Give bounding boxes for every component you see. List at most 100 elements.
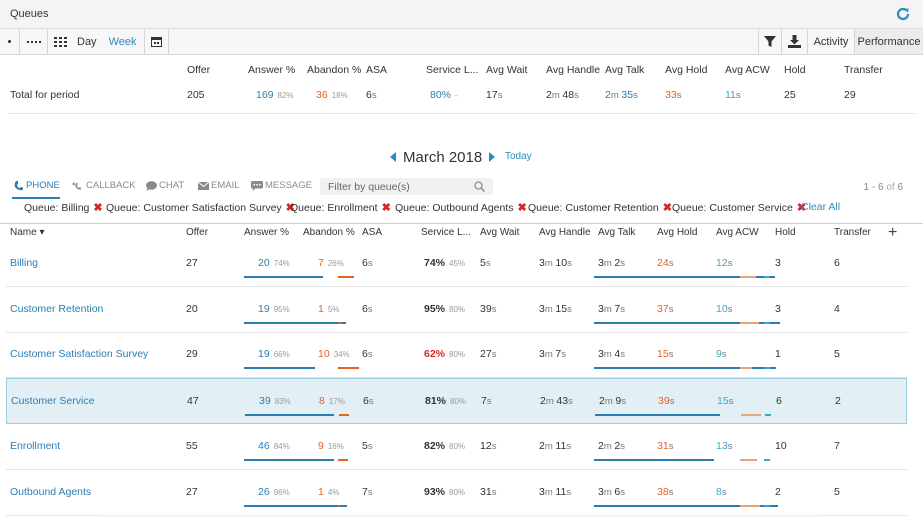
table-row[interactable]: Billing 27 20 74% 7 26% 6s 74% 45% 5s 3m 10s 3m 2s 2… [6, 241, 907, 287]
handle-cell: 3m 7s [539, 348, 566, 360]
answer-value: 26 [258, 485, 270, 498]
total-abandon-value: 36 [316, 89, 328, 101]
acw-value: 10 [716, 302, 728, 315]
abandon-cell: 1 4% [318, 486, 339, 498]
asa-value: 6 [362, 302, 368, 315]
abandon-bar [338, 321, 342, 324]
activity-tab[interactable]: Activity [808, 29, 855, 54]
add-column-icon[interactable]: + [888, 224, 898, 241]
grid-icon[interactable] [54, 36, 67, 47]
service-goal: 80% [449, 304, 466, 314]
wait-value: 12 [480, 439, 492, 452]
table-row[interactable]: Customer Retention 20 19 95% 1 5% 6s 95% 80% 39s 3… [6, 287, 907, 333]
dash-view-button[interactable] [20, 29, 48, 54]
service-goal: 80% [449, 350, 466, 360]
performance-tab[interactable]: Performance [855, 29, 923, 54]
queue-name-link[interactable]: Billing [10, 257, 39, 269]
abandon-pct: 5% [327, 304, 340, 314]
queue-name-link[interactable]: Enrollment [10, 439, 61, 452]
column-header-label: Hold [775, 227, 796, 238]
calendar-button[interactable] [145, 29, 169, 54]
unit-label: s [727, 440, 733, 452]
unit-label: s [367, 486, 373, 498]
table-row[interactable]: Customer Service 47 39 83% 8 17% 6s 81% 80% 7s 2m … [6, 378, 907, 425]
total-service-sub: - [455, 91, 458, 100]
column-header[interactable]: Abandon % [303, 227, 355, 238]
next-month-icon[interactable] [488, 152, 496, 162]
total-wait-value: 17 [486, 89, 498, 101]
column-header[interactable]: Avg Hold [657, 227, 697, 238]
unit-label: s [620, 258, 625, 269]
tab-callback[interactable]: CALLBACK [72, 180, 136, 191]
today-link[interactable]: Today [505, 151, 532, 162]
refresh-icon[interactable] [895, 6, 911, 22]
column-header[interactable]: Hold [775, 227, 796, 238]
hold-bar [741, 414, 762, 417]
hold-count-cell: 2 [775, 485, 781, 498]
queue-name-link[interactable]: Customer Satisfaction Survey [10, 348, 149, 361]
abandon-bar [338, 367, 359, 370]
filter-button[interactable] [758, 29, 782, 54]
remove-chip-icon[interactable]: ✖ [285, 202, 295, 214]
column-header[interactable]: Answer % [244, 227, 289, 238]
unit-label: s [491, 303, 497, 315]
acw-cell: 9s [716, 348, 727, 360]
clear-all-link[interactable]: Clear All [801, 201, 841, 213]
table-row[interactable]: Enrollment 55 46 84% 9 16% 5s 82% 80% 12s 2m 11s 2m… [6, 424, 907, 470]
acw-cell: 12s [716, 257, 732, 269]
column-header[interactable]: Offer [186, 227, 208, 238]
remove-chip-icon[interactable]: ✖ [796, 202, 807, 214]
abandon-pct: 17% [328, 397, 345, 407]
column-header[interactable]: Avg Wait [480, 227, 519, 238]
search-icon[interactable] [474, 181, 485, 192]
total-asa-unit: s [371, 90, 377, 101]
talk-cell: 3m 7s [598, 303, 625, 315]
unit-label: s [668, 486, 674, 498]
column-header[interactable]: Transfer [834, 227, 871, 238]
download-button[interactable] [782, 29, 808, 54]
unit-label: s [367, 440, 373, 452]
acw-value: 9 [716, 348, 722, 361]
toolbar: Day Week Activity Performance [0, 29, 923, 55]
tab-email[interactable]: EMAIL [198, 180, 240, 191]
remove-chip-icon[interactable]: ✖ [93, 202, 103, 214]
remove-chip-icon[interactable]: ✖ [662, 202, 672, 214]
prev-month-icon[interactable] [390, 152, 397, 162]
queue-filter-input[interactable] [328, 180, 468, 193]
queue-name-link[interactable]: Customer Retention [10, 302, 104, 315]
column-header[interactable]: ASA [362, 227, 382, 238]
answer-value: 39 [259, 395, 271, 408]
tab-phone[interactable]: PHONE [14, 180, 60, 191]
tab-message[interactable]: MESSAGE [251, 180, 312, 191]
unit-label: s [491, 486, 497, 498]
column-header[interactable]: Avg Handle [539, 227, 591, 238]
remove-chip-icon[interactable]: ✖ [381, 202, 391, 214]
talk-bar [594, 276, 775, 278]
column-header[interactable]: Avg ACW [716, 227, 759, 238]
remove-chip-icon[interactable]: ✖ [517, 202, 527, 214]
queue-name-link[interactable]: Outbound Agents [10, 485, 92, 498]
unit-label: s [486, 396, 492, 408]
column-header[interactable]: Avg Talk [598, 227, 635, 238]
column-header[interactable]: Service L... [421, 227, 471, 238]
offer-cell: 27 [186, 485, 198, 498]
week-tab[interactable]: Week [108, 35, 137, 48]
talk-minutes: 2 [599, 395, 605, 408]
filter-chip-label: Queue: Customer Satisfaction Survey [106, 201, 282, 214]
summary-header-cell: Transfer [844, 64, 883, 76]
abandon-cell: 7 26% [318, 257, 344, 269]
dot-view-button[interactable] [0, 29, 20, 54]
total-answer: 169 82% [256, 89, 294, 101]
filter-chip-label: Queue: Customer Service [672, 201, 793, 214]
day-tab[interactable]: Day [77, 35, 97, 48]
unit-label: s [367, 303, 373, 315]
total-abandon: 36 18% [316, 89, 348, 101]
total-offer: 205 [187, 89, 205, 101]
table-row[interactable]: Customer Satisfaction Survey 29 19 66% 10 34%… [6, 332, 907, 379]
column-header[interactable]: Name ▾ [10, 227, 45, 238]
tab-phone-label: PHONE [26, 180, 60, 191]
table-row[interactable]: Outbound Agents 27 26 96% 1 4% 7s 93% 80% 31s 3m 1… [6, 470, 907, 516]
tab-chat[interactable]: CHAT [146, 180, 184, 191]
total-answer-value: 169 [256, 89, 274, 101]
queue-name-link[interactable]: Customer Service [11, 395, 95, 408]
